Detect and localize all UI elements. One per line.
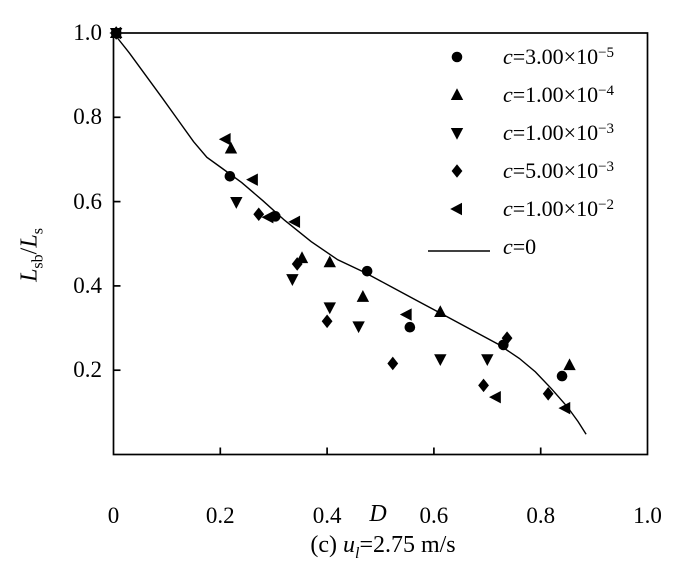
marker-diamond <box>387 356 399 371</box>
marker-triangle-down <box>450 128 464 140</box>
marker-triangle-down <box>286 274 299 286</box>
x-axis-label: D <box>369 501 387 527</box>
legend-item: c=1.00×10−4 <box>420 76 668 114</box>
marker-triangle-up <box>450 88 464 100</box>
marker-triangle-down <box>434 354 447 367</box>
marker-triangle-down <box>323 302 336 315</box>
legend: c=3.00×10−5 c=1.00×10−4 c=1.00×10−3 c=5.00×… <box>420 38 668 266</box>
marker-triangle-left <box>288 215 301 229</box>
legend-label-exponent: −3 <box>598 158 615 175</box>
legend-label-exponent: −4 <box>598 82 615 99</box>
marker-triangle-left <box>558 401 571 415</box>
marker-circle <box>361 265 373 277</box>
legend-triangle-left-icon <box>450 202 462 216</box>
marker-diamond <box>321 314 333 329</box>
marker-diamond <box>542 387 554 401</box>
legend-diamond-icon <box>451 164 463 178</box>
legend-label-value: =5.00×10 <box>512 158 599 184</box>
legend-triangle-down-icon <box>450 128 464 140</box>
marker-diamond <box>291 257 303 271</box>
marker-circle <box>556 370 568 382</box>
x-tick-label: 0.6 <box>419 503 449 528</box>
legend-label-exponent: −5 <box>598 44 615 61</box>
marker-triangle-left <box>246 173 258 186</box>
marker-diamond <box>253 207 265 222</box>
marker-triangle-left <box>489 390 501 404</box>
legend-label-variable: c <box>503 234 513 259</box>
legend-item: c=3.00×10−5 <box>420 38 668 76</box>
x-tick-label: 0.8 <box>526 503 556 528</box>
axes-frame <box>112 32 649 456</box>
y-axis-label-L2: L <box>16 234 43 248</box>
legend-label: c=1.00×10−4 <box>503 82 614 108</box>
marker-diamond <box>451 164 463 178</box>
reference-curve <box>112 32 587 435</box>
caption-rest: =2.75 m/s <box>359 532 456 558</box>
legend-label-variable: c <box>503 158 513 184</box>
marker-triangle-left <box>109 26 122 40</box>
marker-triangle-up <box>323 255 336 268</box>
legend-label-variable: c <box>503 44 513 70</box>
caption-prefix: (c) <box>310 532 343 558</box>
legend-label-value: =1.00×10 <box>512 82 599 108</box>
legend-triangle-up-icon <box>450 88 464 100</box>
figure-caption: (c) ul=2.75 m/s <box>310 532 455 563</box>
x-tick-label: 0 <box>107 503 120 528</box>
marker-triangle-left <box>261 210 274 224</box>
caption-variable: u <box>342 532 355 558</box>
legend-label-variable: c <box>503 196 513 222</box>
y-tick-label: 0.2 <box>73 357 102 383</box>
legend-item: c=0 <box>420 228 668 266</box>
y-axis-label-sub2: s <box>29 228 47 235</box>
y-tick-label: 0.4 <box>73 272 102 298</box>
x-tick-label: 0.2 <box>205 503 235 528</box>
legend-line-icon <box>428 250 490 252</box>
marker-circle <box>224 171 236 182</box>
legend-label: c=0 <box>503 234 536 260</box>
marker-triangle-down <box>230 197 243 209</box>
legend-label-value: =3.00×10 <box>512 44 599 70</box>
marker-triangle-down <box>352 321 365 334</box>
legend-label: c=5.00×10−3 <box>503 158 614 184</box>
legend-label-exponent: −3 <box>598 120 615 137</box>
marker-triangle-up <box>563 358 576 371</box>
caption-subscript: l <box>354 544 360 562</box>
legend-item: c=5.00×10−3 <box>420 152 668 190</box>
marker-circle <box>404 321 416 333</box>
y-axis-label-sub1: sb <box>29 254 47 269</box>
marker-diamond <box>501 331 513 345</box>
legend-label-variable: c <box>503 120 513 146</box>
marker-triangle-left <box>450 202 462 216</box>
marker-triangle-left <box>399 308 412 321</box>
x-tick-label: 0.4 <box>312 503 342 528</box>
y-tick-label: 0.8 <box>73 104 102 130</box>
legend-circle-icon <box>451 51 463 63</box>
legend-label-variable: c <box>503 82 513 108</box>
y-tick-label: 0.6 <box>73 188 102 214</box>
y-axis-label-slash: / <box>16 247 43 255</box>
legend-label-value: =1.00×10 <box>512 196 599 222</box>
legend-item: c=1.00×10−3 <box>420 114 668 152</box>
marker-diamond <box>478 378 489 393</box>
marker-triangle-up <box>224 141 238 154</box>
x-tick-label: 1.0 <box>633 503 662 528</box>
marker-circle <box>451 51 463 63</box>
legend-item: c=1.00×10−2 <box>420 190 668 228</box>
marker-triangle-up <box>356 290 370 302</box>
legend-label: c=1.00×10−2 <box>503 196 614 222</box>
legend-label-value: =1.00×10 <box>512 120 599 146</box>
legend-label-exponent: −2 <box>598 196 615 213</box>
legend-label: c=3.00×10−5 <box>503 44 614 70</box>
legend-label-value: =0 <box>512 234 537 259</box>
marker-triangle-down <box>481 354 494 367</box>
marker-triangle-left <box>218 133 231 146</box>
y-tick-label: 1.0 <box>73 20 102 45</box>
legend-label: c=1.00×10−3 <box>503 120 614 146</box>
